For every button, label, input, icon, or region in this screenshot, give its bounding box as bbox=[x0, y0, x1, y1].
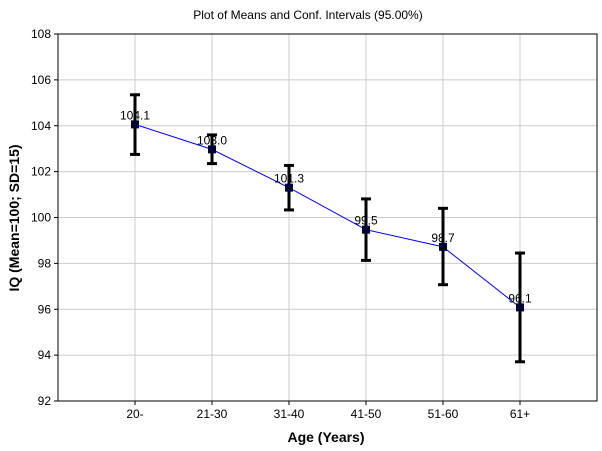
data-label: 99.5 bbox=[354, 214, 378, 228]
y-tick-label: 92 bbox=[38, 394, 52, 408]
y-tick-label: 102 bbox=[31, 165, 51, 179]
data-label: 96.1 bbox=[508, 291, 532, 305]
x-axis-label: Age (Years) bbox=[287, 429, 364, 445]
y-axis-label: IQ (Mean=100; SD=15) bbox=[6, 144, 22, 291]
y-tick-label: 100 bbox=[31, 211, 51, 225]
x-tick-label: 21-30 bbox=[197, 407, 228, 421]
data-label: 101.3 bbox=[274, 172, 304, 186]
data-label: 98.7 bbox=[431, 231, 455, 245]
data-point bbox=[131, 120, 139, 129]
series-group: 104.1 103.0 101.3 99.5 98.7 96.1 bbox=[120, 93, 532, 364]
x-tick-label: 20- bbox=[126, 407, 143, 421]
y-tick-label: 94 bbox=[38, 348, 52, 362]
data-point bbox=[516, 303, 524, 312]
chart-title: Plot of Means and Conf. Intervals (95.00… bbox=[193, 8, 422, 22]
y-tick-label: 106 bbox=[31, 73, 51, 87]
y-tick-label: 98 bbox=[38, 256, 52, 270]
y-tick-label: 96 bbox=[38, 302, 52, 316]
y-tick-label: 108 bbox=[31, 27, 51, 41]
x-axis: 20- 21-30 31-40 41-50 51-60 61+ bbox=[126, 401, 530, 421]
data-point bbox=[285, 183, 293, 192]
series-line bbox=[134, 123, 521, 308]
y-axis: 92 94 96 98 100 102 104 106 108 bbox=[31, 27, 58, 408]
gridlines bbox=[58, 34, 597, 401]
x-tick-label: 51-60 bbox=[428, 407, 459, 421]
data-point bbox=[208, 145, 216, 154]
x-tick-label: 61+ bbox=[510, 407, 530, 421]
data-label: 104.1 bbox=[120, 108, 150, 122]
data-point bbox=[439, 242, 447, 251]
x-tick-label: 31-40 bbox=[274, 407, 305, 421]
y-tick-label: 104 bbox=[31, 119, 51, 133]
x-tick-label: 41-50 bbox=[351, 407, 382, 421]
data-label: 103.0 bbox=[197, 133, 227, 147]
data-point bbox=[362, 225, 370, 234]
